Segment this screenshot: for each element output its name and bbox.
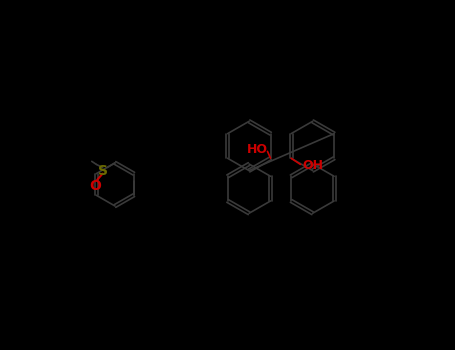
Text: HO: HO [248,143,268,156]
Text: S: S [98,163,107,177]
Text: OH: OH [302,159,323,172]
Text: O: O [89,179,101,193]
